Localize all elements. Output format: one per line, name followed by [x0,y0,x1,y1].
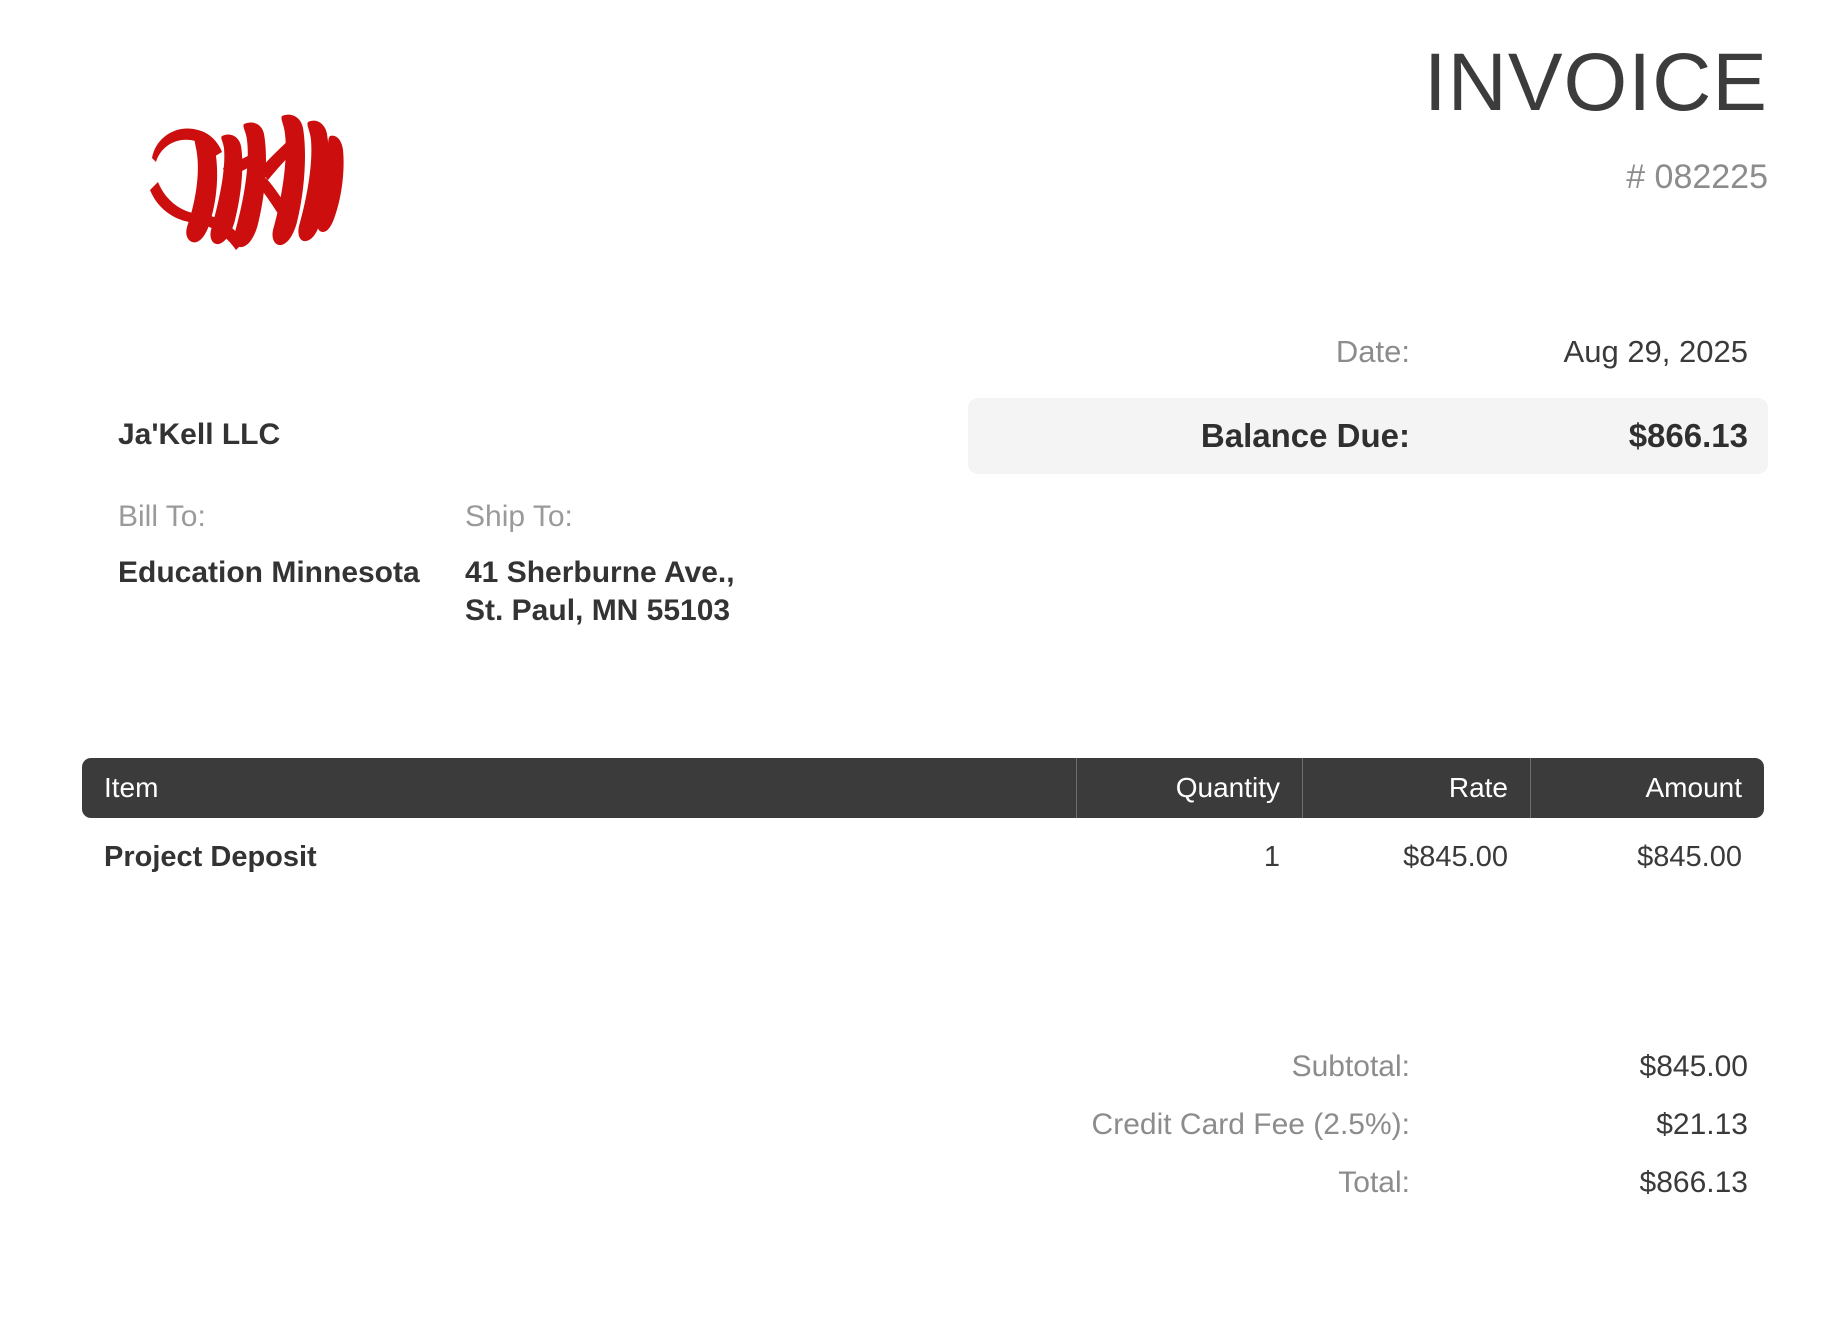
ship-to-line-1: 41 Sherburne Ave., [465,556,735,589]
total-value: $866.13 [1639,1166,1748,1199]
ship-to-label: Ship To: [465,500,573,533]
credit-card-fee-value: $21.13 [1656,1108,1748,1141]
bill-to-block: Bill To: Education Minnesota [118,500,448,592]
balance-due-row: Balance Due: $866.13 [968,398,1768,474]
invoice-meta: Date: Aug 29, 2025 Balance Due: $866.13 [968,318,1768,474]
subtotal-label: Subtotal: [1291,1050,1410,1083]
invoice-number: # 082225 [1626,158,1768,196]
subtotal-value: $845.00 [1639,1050,1748,1083]
column-header-item: Item [104,772,159,803]
total-label: Total: [1338,1166,1410,1199]
balance-due-label: Balance Due: [1200,417,1410,454]
totals-row-subtotal: Subtotal: $845.00 [968,1038,1768,1096]
ship-to-line-2: St. Paul, MN 55103 [465,594,731,628]
cell-amount: $845.00 [1637,840,1742,873]
bill-to-value: Education Minnesota [118,556,420,589]
table-header-row: Item Quantity Rate Amount [82,758,1764,818]
date-row: Date: Aug 29, 2025 [968,318,1768,386]
totals-row-total: Total: $866.13 [968,1154,1768,1212]
page-title: INVOICE [1423,37,1768,128]
credit-card-fee-label: Credit Card Fee (2.5%): [1091,1108,1410,1141]
items-table: Item Quantity Rate Amount Project Deposi… [82,758,1764,896]
bill-to-label: Bill To: [118,500,206,533]
cell-quantity: 1 [1263,840,1280,873]
column-header-rate: Rate [1302,758,1530,818]
totals-row-credit-card-fee: Credit Card Fee (2.5%): $21.13 [968,1096,1768,1154]
jakell-heart-logo [140,110,350,260]
column-header-amount: Amount [1530,758,1764,818]
cell-item: Project Deposit [104,840,317,873]
company-name: Ja'Kell LLC [118,418,281,451]
ship-to-block: Ship To: 41 Sherburne Ave., St. Paul, MN… [465,500,865,631]
table-row: Project Deposit 1 $845.00 $845.00 [82,818,1764,896]
date-label: Date: [1335,334,1410,369]
column-header-quantity: Quantity [1076,758,1302,818]
balance-due-value: $866.13 [1628,417,1748,454]
date-value: Aug 29, 2025 [1563,334,1748,369]
cell-rate: $845.00 [1403,840,1508,873]
totals-block: Subtotal: $845.00 Credit Card Fee (2.5%)… [968,1038,1768,1212]
